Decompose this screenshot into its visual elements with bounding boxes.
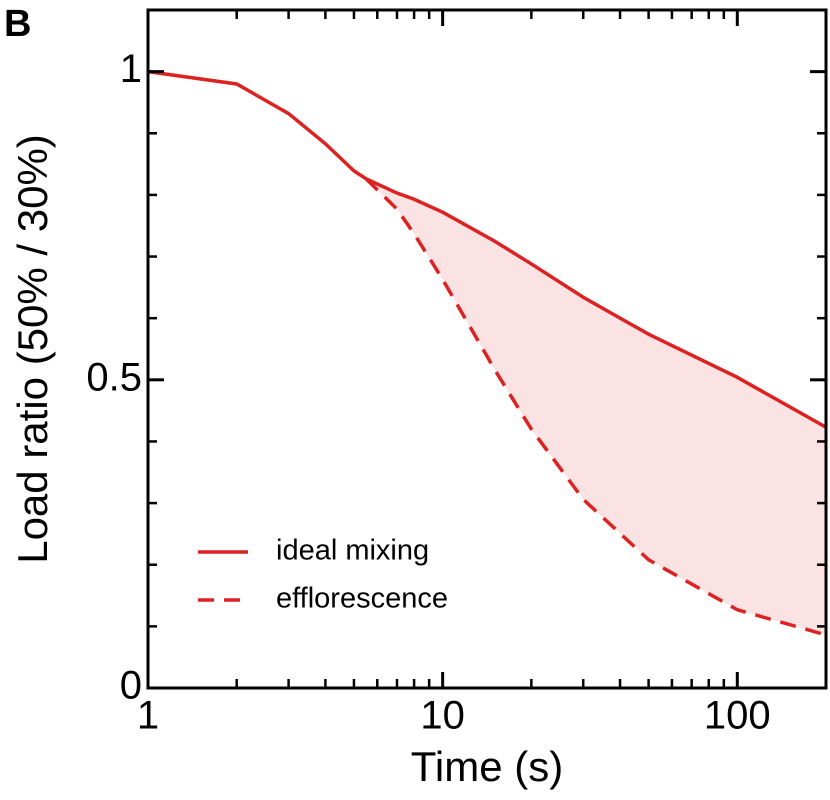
y-axis-label: Load ratio (50% / 30%) [9,134,56,564]
y-tick-label: 1 [120,47,142,91]
panel-label: B [4,3,31,45]
legend-label: ideal mixing [276,535,429,567]
data-line [147,69,827,429]
x-tick-label: 10 [420,694,465,738]
data-line [364,177,827,637]
legend-label: efflorescence [276,583,448,615]
x-axis-label: Time (s) [411,743,563,790]
y-tick-label: 0 [120,664,142,708]
shaded-band [366,178,826,635]
x-tick-label: 100 [704,694,771,738]
plot-frame [146,8,828,690]
y-tick-label: 0.5 [86,355,142,399]
x-tick-label: 1 [137,694,159,738]
